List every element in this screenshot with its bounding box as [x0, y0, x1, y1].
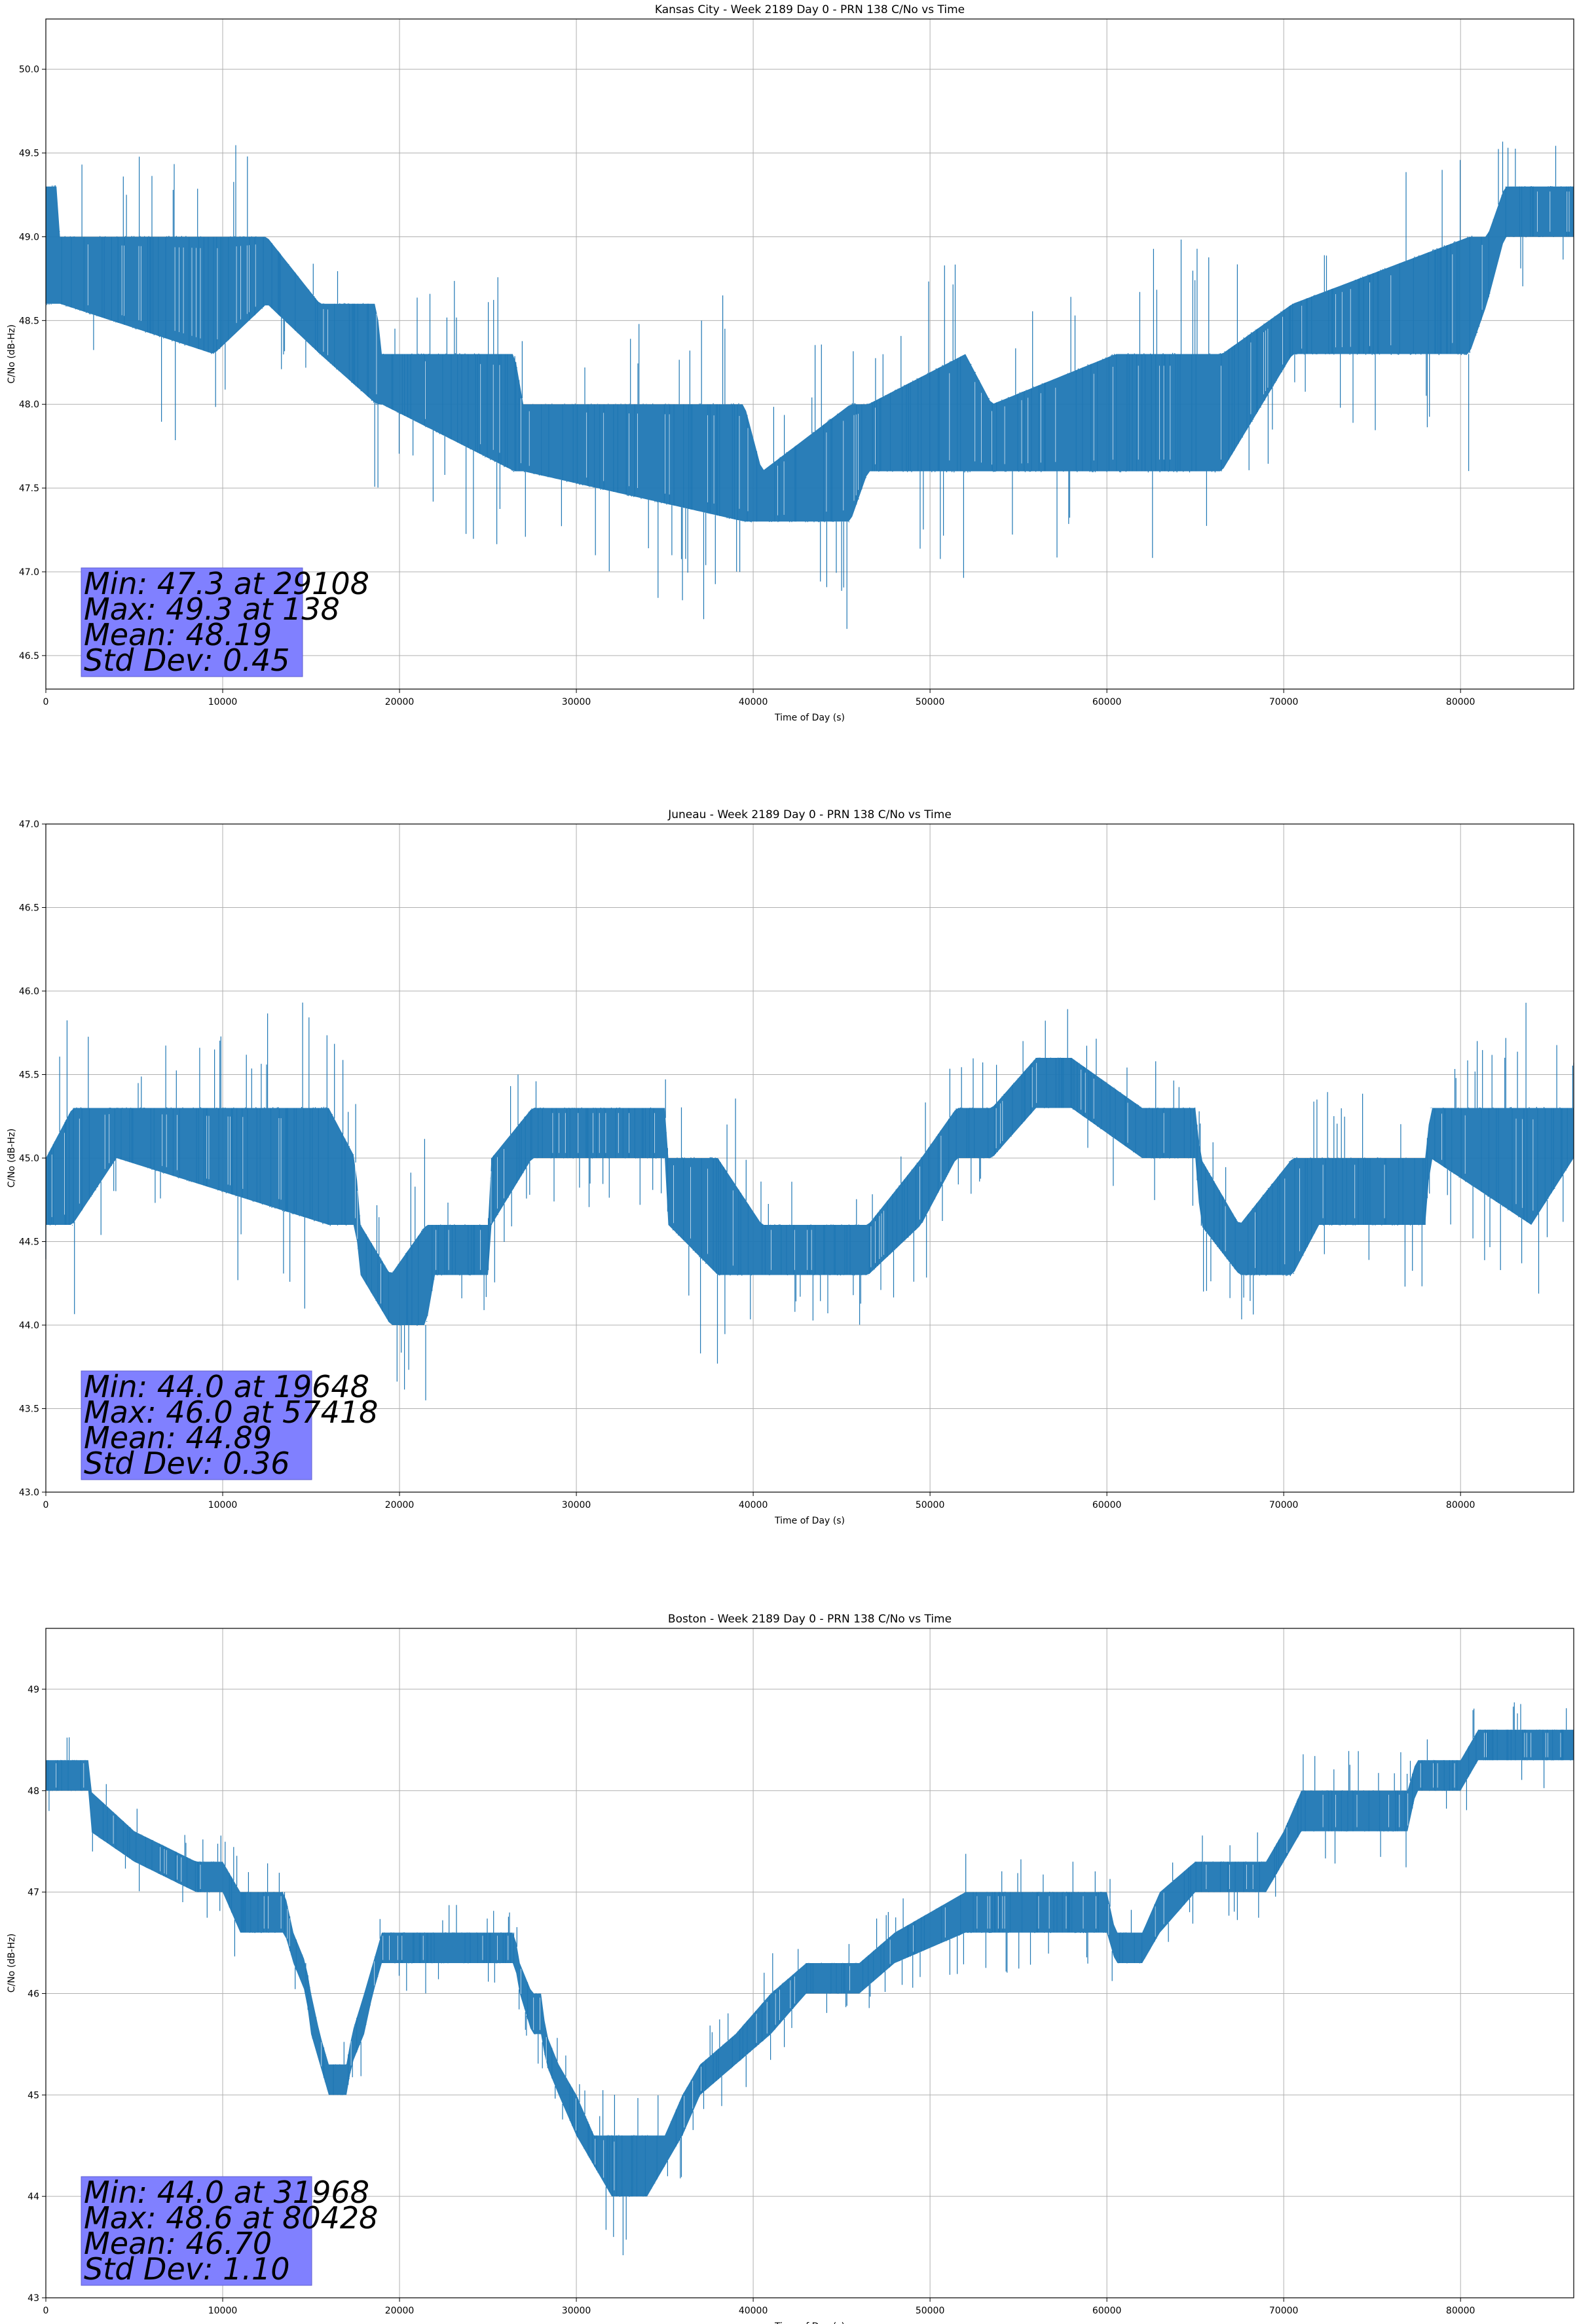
chart-panel-3: Boston - Week 2189 Day 0 - PRN 138 C/No …	[7, 1613, 1574, 2324]
chart-panel-2: Juneau - Week 2189 Day 0 - PRN 138 C/No …	[7, 808, 1574, 1526]
y-tick-label: 47.0	[19, 819, 39, 830]
x-tick-label: 40000	[739, 697, 768, 707]
y-tick-label: 45	[28, 2090, 39, 2101]
x-tick-label: 60000	[1092, 2306, 1122, 2316]
y-tick-label: 46.0	[19, 986, 39, 997]
x-tick-label: 20000	[385, 1500, 415, 1510]
stats-line: Std Dev: 1.10	[84, 2251, 290, 2287]
y-tick-label: 46	[28, 1989, 39, 1999]
y-tick-label: 49.0	[19, 232, 39, 242]
y-tick-label: 48.5	[19, 316, 39, 326]
y-tick-label: 46.5	[19, 651, 39, 662]
data-series	[46, 1702, 1574, 2255]
y-tick-label: 47.5	[19, 483, 39, 494]
x-tick-label: 80000	[1446, 697, 1475, 707]
x-tick-label: 10000	[208, 2306, 238, 2316]
y-tick-label: 45.0	[19, 1153, 39, 1164]
x-tick-label: 70000	[1269, 1500, 1299, 1510]
x-tick-label: 10000	[208, 697, 238, 707]
x-tick-label: 40000	[739, 1500, 768, 1510]
x-tick-label: 70000	[1269, 2306, 1299, 2316]
x-tick-label: 10000	[208, 1500, 238, 1510]
series-band	[46, 1729, 1574, 2197]
data-series	[45, 1002, 1574, 1400]
axes-frame	[45, 823, 1574, 1493]
data-series	[46, 141, 1574, 629]
stats-box	[81, 567, 303, 677]
y-tick-label: 46.5	[19, 903, 39, 914]
y-axis-label: C/No (dB-Hz)	[7, 324, 17, 383]
stats-line: Max: 46.0 at 57418	[84, 1395, 378, 1430]
x-tick-label: 70000	[1269, 697, 1299, 707]
y-tick-label: 44	[28, 2192, 39, 2202]
stats-line: Mean: 44.89	[84, 1420, 272, 1455]
y-tick-label: 43.0	[19, 1488, 39, 1498]
x-tick-label: 50000	[916, 2306, 945, 2316]
chart-panel-1: Kansas City - Week 2189 Day 0 - PRN 138 …	[7, 3, 1574, 723]
x-tick-label: 60000	[1092, 1500, 1122, 1510]
x-tick-label: 80000	[1446, 1500, 1475, 1510]
x-axis-label: Time of Day (s)	[774, 713, 845, 723]
x-tick-label: 0	[43, 2306, 49, 2316]
chart-title: Boston - Week 2189 Day 0 - PRN 138 C/No …	[668, 1613, 952, 1626]
series-band	[46, 1058, 1574, 1325]
series-line	[47, 1702, 1574, 2255]
x-tick-label: 30000	[562, 1500, 591, 1510]
chart-title: Kansas City - Week 2189 Day 0 - PRN 138 …	[655, 3, 965, 16]
stats-line: Max: 48.6 at 80428	[84, 2200, 378, 2236]
y-tick-label: 49.5	[19, 149, 39, 159]
x-tick-label: 20000	[385, 2306, 415, 2316]
x-tick-label: 0	[43, 697, 49, 707]
axes-frame	[45, 1628, 1574, 2298]
x-tick-label: 50000	[916, 1500, 945, 1510]
stats-box	[81, 2176, 312, 2286]
x-tick-label: 30000	[562, 697, 591, 707]
stats-line: Std Dev: 0.36	[84, 1446, 290, 1481]
series-line	[46, 141, 1571, 629]
series-gaps	[56, 1733, 1561, 2190]
y-tick-label: 45.5	[19, 1070, 39, 1081]
y-tick-label: 43	[28, 2293, 39, 2304]
x-tick-label: 60000	[1092, 697, 1122, 707]
stats-line: Mean: 48.19	[84, 617, 272, 652]
y-axis-label: C/No (dB-Hz)	[7, 1934, 17, 1993]
x-tick-label: 20000	[385, 697, 415, 707]
y-tick-label: 48.0	[19, 400, 39, 410]
x-axis-label: Time of Day (s)	[774, 1516, 845, 1526]
stats-line: Min: 47.3 at 29108	[84, 566, 369, 601]
x-tick-label: 50000	[916, 697, 945, 707]
y-tick-label: 47	[28, 1888, 39, 1898]
series-gaps	[51, 1062, 1534, 1304]
stats-line: Min: 44.0 at 19648	[84, 1369, 369, 1404]
stats-line: Max: 49.3 at 138	[84, 591, 340, 627]
y-tick-label: 44.5	[19, 1237, 39, 1248]
stats-box	[81, 1370, 312, 1480]
chart-title: Juneau - Week 2189 Day 0 - PRN 138 C/No …	[667, 808, 952, 821]
x-tick-label: 80000	[1446, 2306, 1475, 2316]
series-gaps	[87, 191, 1570, 515]
y-tick-label: 50.0	[19, 65, 39, 75]
y-tick-label: 49	[28, 1685, 39, 1695]
y-tick-label: 47.0	[19, 567, 39, 578]
stats-line: Mean: 46.70	[84, 2226, 272, 2261]
x-tick-label: 0	[43, 1500, 49, 1510]
y-axis-label: C/No (dB-Hz)	[7, 1129, 17, 1188]
x-tick-label: 30000	[562, 2306, 591, 2316]
y-tick-label: 43.5	[19, 1404, 39, 1415]
x-axis-label: Time of Day (s)	[774, 2321, 845, 2324]
stats-line: Min: 44.0 at 31968	[84, 2175, 369, 2210]
x-tick-label: 40000	[739, 2306, 768, 2316]
y-tick-label: 44.0	[19, 1321, 39, 1331]
stats-line: Std Dev: 0.45	[84, 643, 290, 678]
axes-frame	[45, 18, 1574, 690]
y-tick-label: 48	[28, 1786, 39, 1797]
